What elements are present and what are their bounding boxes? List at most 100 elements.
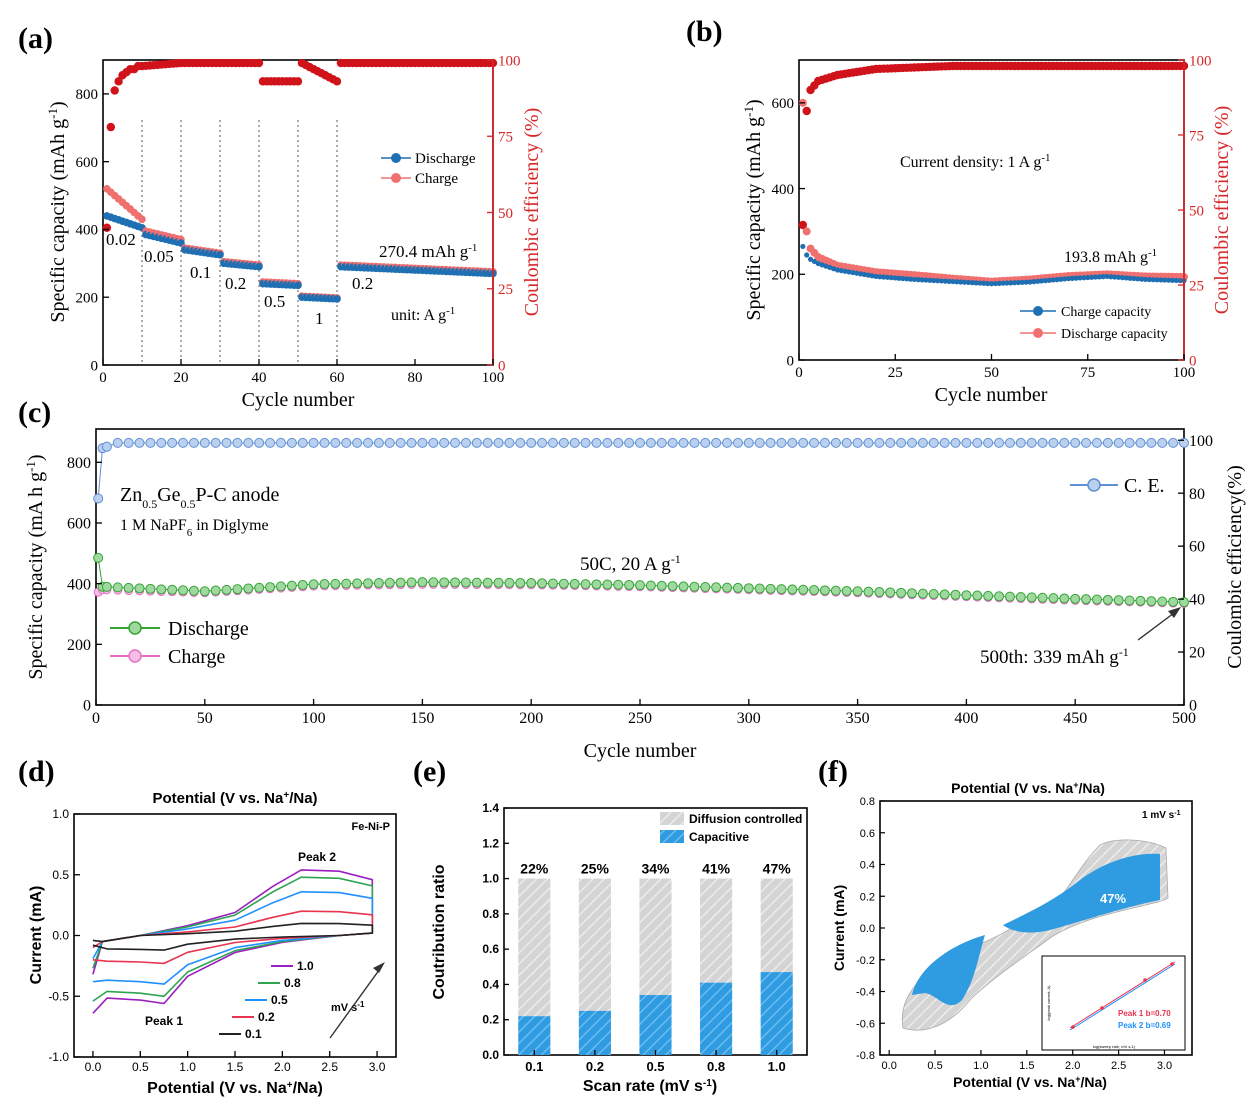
- discharge-point: [852, 586, 863, 597]
- ce-point: [1157, 437, 1168, 448]
- charge-point: [988, 281, 995, 287]
- panel-a-ylabel-left: Specific capacity (mAh g-1): [45, 101, 70, 322]
- ce-point: [1048, 437, 1059, 448]
- x-tick-label: 1.5: [227, 1060, 244, 1074]
- y-tick-label: 0: [83, 698, 91, 715]
- y-tick-label: -0.2: [856, 955, 875, 967]
- ce-point: [569, 437, 580, 448]
- ce-point: [526, 437, 537, 448]
- discharge-point: [297, 579, 308, 590]
- y-tick-label: 0.6: [482, 942, 499, 956]
- legend-label: 1.0: [297, 959, 314, 973]
- panel-c-marks: [93, 437, 1189, 608]
- x-tick-label: 100: [1173, 365, 1196, 381]
- panel-e-axes: 0.1 0.2 0.5 0.8 1.0 0.0 0.2 0.4 0.6 0.8 1.0 1.2 1.4: [482, 801, 785, 1074]
- x-tick-label: 0.1: [525, 1059, 543, 1074]
- panel-c-xlabel: Cycle number: [584, 740, 697, 762]
- ce-point: [776, 437, 787, 448]
- charge-point: [888, 275, 895, 281]
- discharge-point: [1135, 595, 1146, 606]
- discharge-point: [841, 585, 852, 596]
- charge-point: [1142, 276, 1149, 283]
- discharge-point: [210, 585, 221, 596]
- ce-point: [624, 437, 635, 448]
- discharge-point: [787, 584, 798, 595]
- discharge-point: [308, 579, 319, 590]
- x-tick-label: 350: [846, 710, 870, 727]
- charge-point: [1077, 275, 1083, 281]
- panel-f-xlabel: Potential (V vs. Na+/Na): [953, 1074, 1107, 1090]
- panel-f-cv-area: [901, 839, 1169, 1031]
- y-tick-label: 0.2: [860, 891, 875, 903]
- discharge-point: [896, 587, 907, 598]
- ce-point: [602, 437, 613, 448]
- charge-point: [992, 280, 998, 287]
- bar-data-label: 22%: [520, 861, 549, 877]
- ce-point: [798, 220, 808, 230]
- charge-point: [1119, 275, 1125, 281]
- discharge-point: [1124, 595, 1135, 606]
- x-tick-label: 1.0: [768, 1059, 786, 1074]
- charge-point: [977, 280, 983, 286]
- discharge-point: [950, 589, 961, 600]
- ce-point: [178, 437, 189, 448]
- y-tick-label: 0: [91, 358, 99, 374]
- panel-c-ylabel-left: Specific capacity (mA h g-1): [23, 454, 48, 679]
- panel-a-unit-label: unit: A g-1: [391, 305, 455, 324]
- charge-point: [800, 243, 806, 250]
- discharge-point: [602, 579, 613, 590]
- discharge-point: [874, 587, 885, 598]
- charge-point: [1096, 274, 1102, 280]
- ce-point: [460, 437, 471, 448]
- panel-d-scan-arrow: [329, 965, 383, 1039]
- discharge-point: [216, 251, 224, 259]
- panel-c-ylabel-right: Coulombic efficiency(%): [1224, 465, 1246, 668]
- ce-point: [112, 437, 123, 448]
- panel-c-end-arrowhead: [1168, 607, 1181, 618]
- discharge-point: [819, 585, 830, 596]
- x-tick-label: 25: [888, 365, 903, 381]
- ce-point: [471, 437, 482, 448]
- charge-point: [1108, 274, 1114, 280]
- panel-c-end-label: 500th: 339 mAh g-1: [980, 645, 1129, 668]
- panel-label-a: (a): [18, 22, 53, 55]
- panel-f-scan-label: 1 mV s-1: [1142, 810, 1181, 822]
- discharge-point: [428, 577, 439, 588]
- ce-point: [493, 437, 504, 448]
- bar-diffusion: [639, 878, 672, 996]
- charge-point: [927, 277, 933, 283]
- charge-point: [1089, 274, 1095, 280]
- panel-f-inset-legend-peak1: Peak 1 b=0.70: [1118, 1009, 1171, 1018]
- panel-f-inset-point: [1100, 1006, 1104, 1010]
- charge-point: [908, 276, 914, 282]
- discharge-point: [373, 577, 384, 588]
- discharge-point: [678, 581, 689, 592]
- bar-data-label: 25%: [581, 861, 610, 877]
- panel-b-legend: Charge capacity Discharge capacity: [1020, 305, 1168, 342]
- discharge-point: [294, 281, 302, 290]
- discharge-point: [547, 578, 558, 589]
- legend-label: 0.1: [245, 1027, 262, 1041]
- y-right-tick-label: 80: [1189, 486, 1205, 503]
- panel-c-condition-label: 50C, 20 A g-1: [580, 552, 681, 575]
- ce-point: [265, 437, 276, 448]
- x-tick-label: 0: [99, 370, 107, 386]
- discharge-point: [199, 586, 210, 597]
- x-tick-label: 500: [1172, 710, 1196, 727]
- charge-point: [1019, 279, 1025, 285]
- ce-point: [515, 437, 526, 448]
- ce-point: [93, 493, 104, 504]
- panel-d-ylabel: Current (mA): [28, 886, 45, 985]
- x-tick-label: 250: [628, 710, 652, 727]
- charge-point: [911, 276, 918, 283]
- ce-point: [1026, 437, 1037, 448]
- ce-point: [243, 437, 254, 448]
- y-tick-label: 0.6: [860, 828, 875, 840]
- ce-point: [1037, 437, 1048, 448]
- discharge-point: [537, 578, 548, 589]
- panel-label-b: (b): [686, 15, 723, 48]
- ce-point: [863, 437, 874, 448]
- charge-point: [958, 279, 964, 285]
- y-right-tick-label: 75: [1189, 128, 1204, 144]
